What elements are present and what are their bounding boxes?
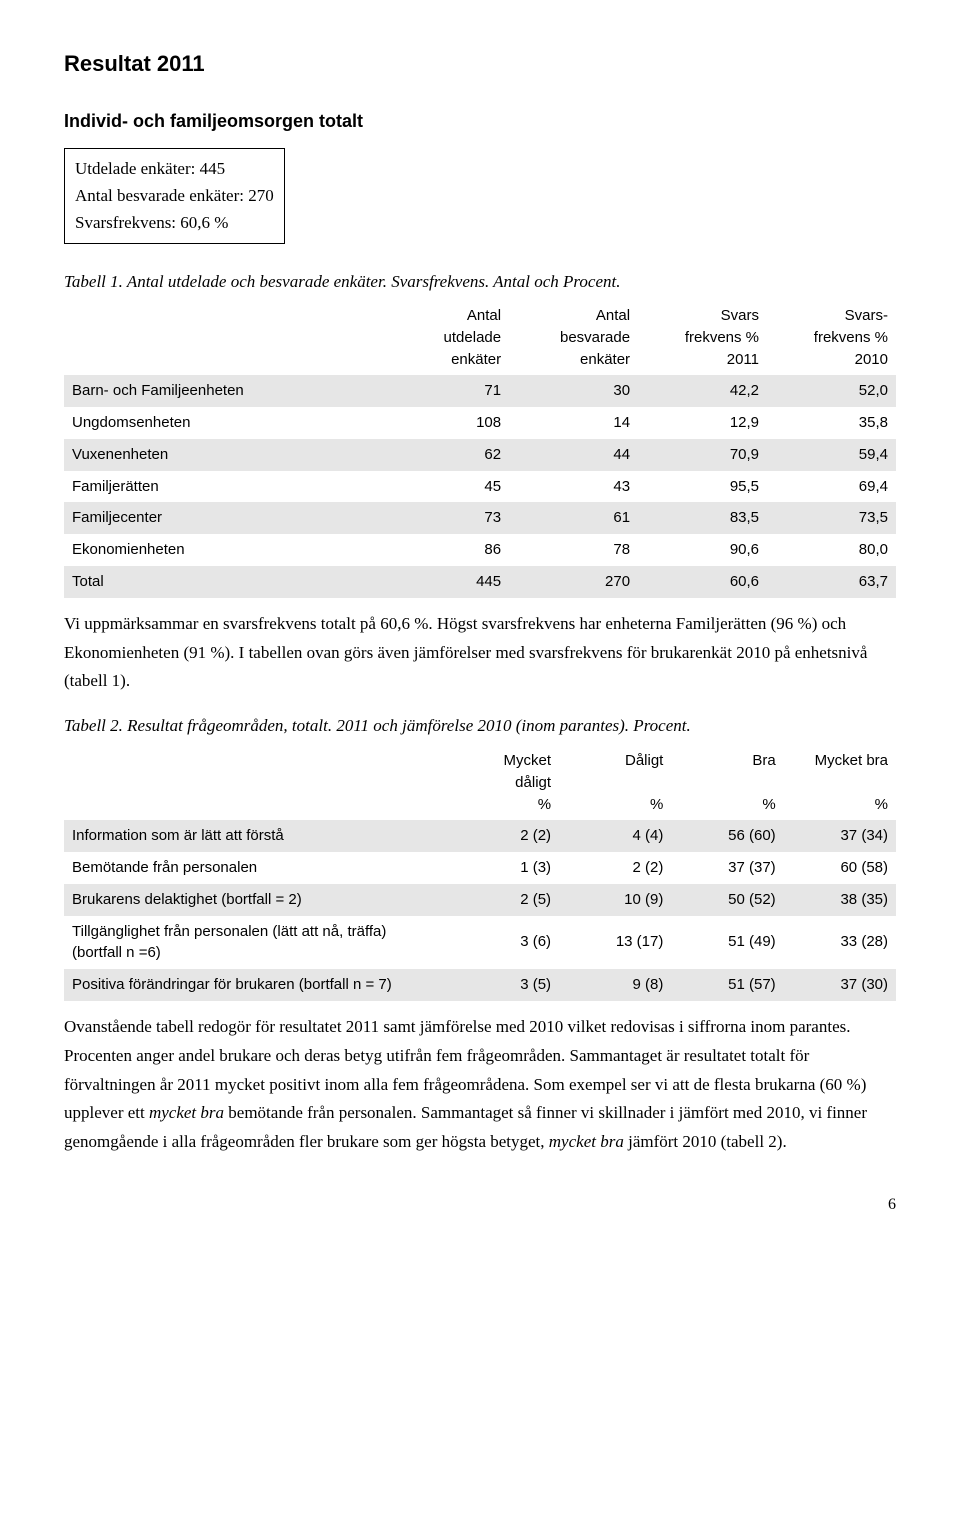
cell: 37 (34) <box>784 820 896 852</box>
cell: 61 <box>509 502 638 534</box>
row-label: Tillgänglighet från personalen (lätt att… <box>64 916 447 970</box>
section-subtitle: Individ- och familjeomsorgen totalt <box>64 108 896 134</box>
table-row: Total44527060,663,7 <box>64 566 896 598</box>
row-label: Ekonomienheten <box>64 534 380 566</box>
table1-caption: Tabell 1. Antal utdelade och besvarade e… <box>64 270 896 295</box>
row-label: Familjecenter <box>64 502 380 534</box>
cell: 83,5 <box>638 502 767 534</box>
cell: 270 <box>509 566 638 598</box>
cell: 62 <box>380 439 509 471</box>
cell: 73,5 <box>767 502 896 534</box>
table-row: Brukarens delaktighet (bortfall = 2)2 (5… <box>64 884 896 916</box>
cell: 71 <box>380 375 509 407</box>
th: Antal <box>596 307 630 324</box>
cell: 10 (9) <box>559 884 671 916</box>
survey-summary-box: Utdelade enkäter: 445 Antal besvarade en… <box>64 148 285 244</box>
cell: 45 <box>380 471 509 503</box>
cell: 4 (4) <box>559 820 671 852</box>
cell: 52,0 <box>767 375 896 407</box>
cell: 59,4 <box>767 439 896 471</box>
cell: 80,0 <box>767 534 896 566</box>
box-line: Svarsfrekvens: 60,6 % <box>75 209 274 236</box>
cell: 12,9 <box>638 407 767 439</box>
th: Bra <box>752 752 775 769</box>
table2: Mycketdåligt% Dåligt% Bra% Mycket bra% I… <box>64 745 896 1001</box>
row-label: Familjerätten <box>64 471 380 503</box>
row-label: Positiva förändringar för brukaren (bort… <box>64 969 447 1001</box>
table1: Antalutdeladeenkäter Antalbesvaradeenkät… <box>64 300 896 598</box>
cell: 51 (49) <box>671 916 783 970</box>
table-row: Vuxenenheten624470,959,4 <box>64 439 896 471</box>
cell: 60 (58) <box>784 852 896 884</box>
cell: 70,9 <box>638 439 767 471</box>
th: Dåligt <box>625 752 663 769</box>
cell: 60,6 <box>638 566 767 598</box>
cell: 2 (5) <box>447 884 559 916</box>
cell: 2 (2) <box>447 820 559 852</box>
table-row: Positiva förändringar för brukaren (bort… <box>64 969 896 1001</box>
cell: 73 <box>380 502 509 534</box>
cell: 43 <box>509 471 638 503</box>
table-row: Information som är lätt att förstå2 (2)4… <box>64 820 896 852</box>
paragraph-2: Ovanstående tabell redogör för resultate… <box>64 1013 896 1157</box>
cell: 86 <box>380 534 509 566</box>
th: Antal <box>467 307 501 324</box>
row-label: Barn- och Familjeenheten <box>64 375 380 407</box>
cell: 78 <box>509 534 638 566</box>
paragraph-1: Vi uppmärksammar en svarsfrekvens totalt… <box>64 610 896 697</box>
cell: 95,5 <box>638 471 767 503</box>
cell: 56 (60) <box>671 820 783 852</box>
table-row: Barn- och Familjeenheten713042,252,0 <box>64 375 896 407</box>
th: Svars- <box>845 307 888 324</box>
cell: 33 (28) <box>784 916 896 970</box>
cell: 13 (17) <box>559 916 671 970</box>
cell: 3 (6) <box>447 916 559 970</box>
row-label: Total <box>64 566 380 598</box>
cell: 37 (37) <box>671 852 783 884</box>
box-line: Utdelade enkäter: 445 <box>75 155 274 182</box>
table-row: Ekonomienheten867890,680,0 <box>64 534 896 566</box>
cell: 50 (52) <box>671 884 783 916</box>
th: Mycket bra <box>815 752 888 769</box>
cell: 42,2 <box>638 375 767 407</box>
cell: 14 <box>509 407 638 439</box>
row-label: Ungdomsenheten <box>64 407 380 439</box>
cell: 35,8 <box>767 407 896 439</box>
cell: 37 (30) <box>784 969 896 1001</box>
box-line: Antal besvarade enkäter: 270 <box>75 182 274 209</box>
table-row: Familjecenter736183,573,5 <box>64 502 896 534</box>
cell: 108 <box>380 407 509 439</box>
th: Mycket <box>504 752 552 769</box>
th: Svars <box>721 307 759 324</box>
table-row: Ungdomsenheten1081412,935,8 <box>64 407 896 439</box>
cell: 445 <box>380 566 509 598</box>
cell: 1 (3) <box>447 852 559 884</box>
table-row: Bemötande från personalen1 (3)2 (2)37 (3… <box>64 852 896 884</box>
cell: 30 <box>509 375 638 407</box>
cell: 9 (8) <box>559 969 671 1001</box>
cell: 63,7 <box>767 566 896 598</box>
cell: 38 (35) <box>784 884 896 916</box>
table2-caption: Tabell 2. Resultat frågeområden, totalt.… <box>64 714 896 739</box>
cell: 69,4 <box>767 471 896 503</box>
cell: 2 (2) <box>559 852 671 884</box>
row-label: Information som är lätt att förstå <box>64 820 447 852</box>
row-label: Bemötande från personalen <box>64 852 447 884</box>
row-label: Vuxenenheten <box>64 439 380 471</box>
cell: 44 <box>509 439 638 471</box>
cell: 90,6 <box>638 534 767 566</box>
page-number: 6 <box>64 1193 896 1216</box>
table-row: Familjerätten454395,569,4 <box>64 471 896 503</box>
page-title: Resultat 2011 <box>64 48 896 80</box>
row-label: Brukarens delaktighet (bortfall = 2) <box>64 884 447 916</box>
cell: 3 (5) <box>447 969 559 1001</box>
table-row: Tillgänglighet från personalen (lätt att… <box>64 916 896 970</box>
cell: 51 (57) <box>671 969 783 1001</box>
